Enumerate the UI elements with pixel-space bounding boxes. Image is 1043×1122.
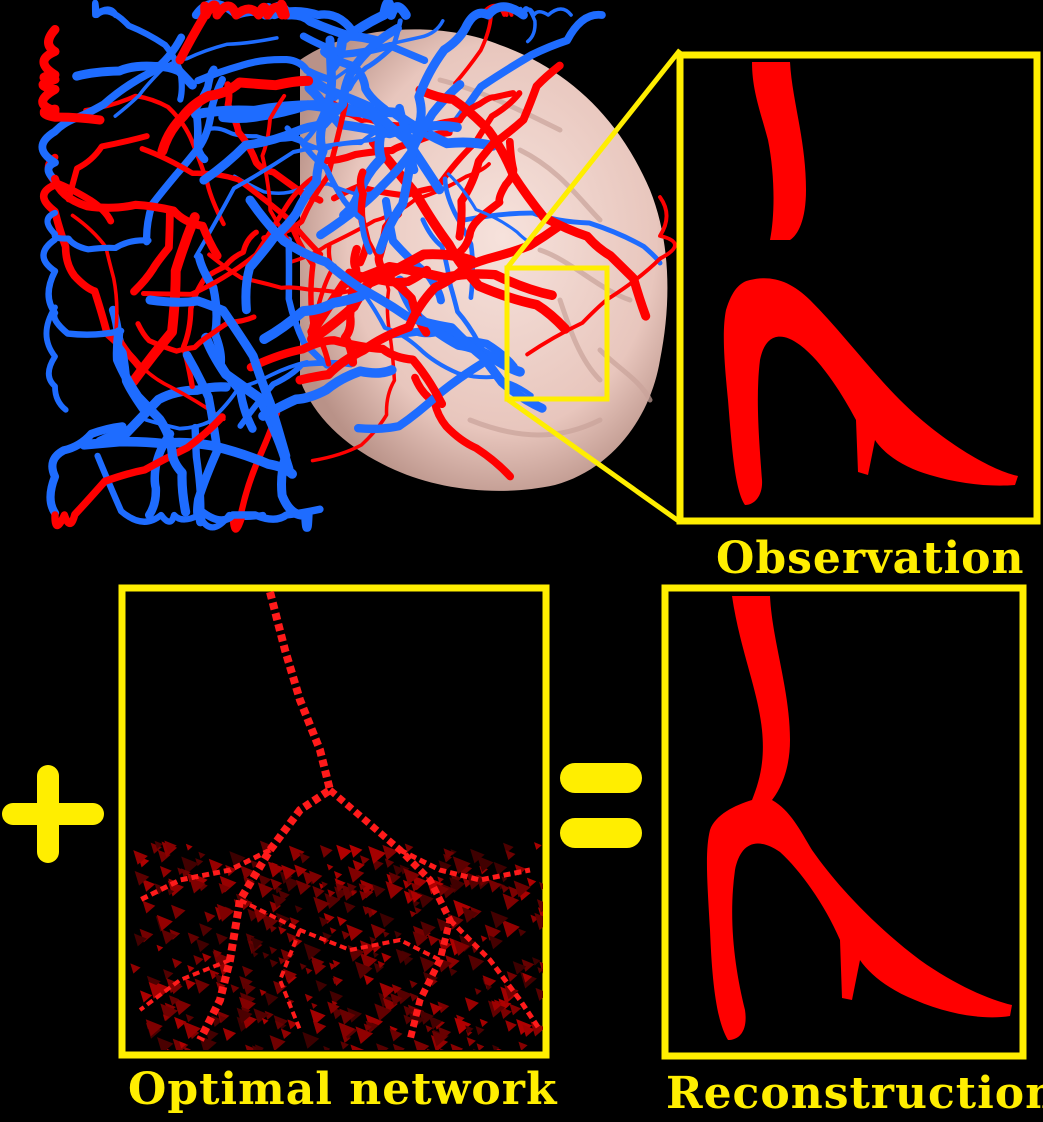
observation-panel	[676, 51, 1041, 525]
optimal-network-panel	[118, 584, 550, 1059]
network-frame	[118, 584, 550, 1059]
observation-vessel	[723, 62, 1018, 505]
reconstruction-panel	[661, 584, 1027, 1060]
zoom-callout-line-top	[505, 48, 682, 270]
network-faint-mesh	[130, 840, 543, 1050]
observation-label: Observation	[716, 533, 1025, 584]
plus-sign	[2, 765, 104, 863]
zoom-callout-line-bottom	[505, 396, 682, 525]
reconstruction-label: Reconstruction	[666, 1068, 1043, 1119]
network-main-path	[138, 590, 543, 1042]
zoom-box	[504, 265, 610, 402]
brain-vessel-render	[38, 0, 677, 533]
reconstruction-vessel	[706, 596, 1012, 1040]
optimal-network-label: Optimal network	[128, 1064, 558, 1115]
vessel-mesh	[38, 0, 677, 533]
equals-sign	[560, 763, 642, 848]
